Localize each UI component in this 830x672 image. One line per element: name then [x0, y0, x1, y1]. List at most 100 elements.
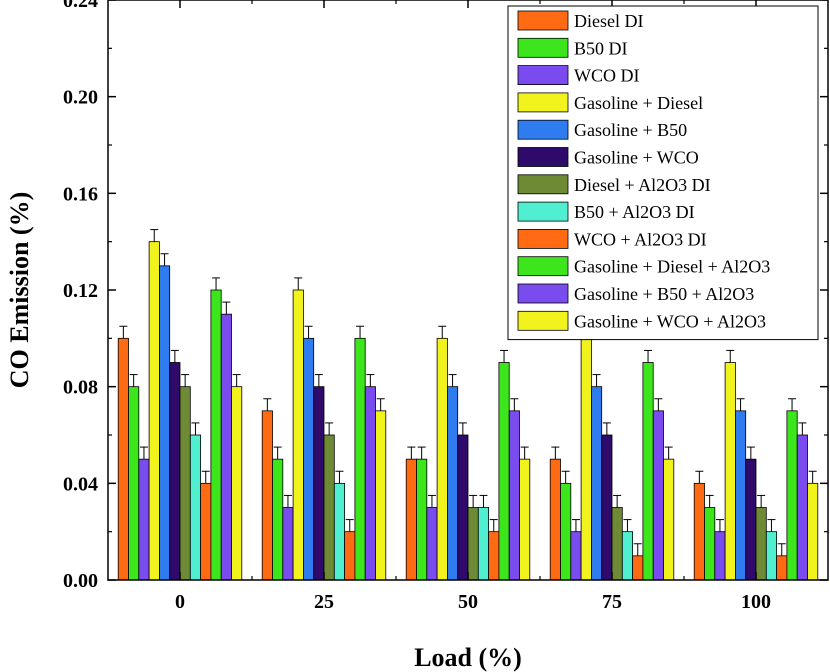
legend-swatch: [517, 37, 569, 58]
bar: [375, 410, 387, 581]
legend-label: Gasoline + WCO: [574, 148, 699, 168]
bar: [405, 458, 417, 581]
bar: [128, 386, 140, 581]
legend-label: WCO DI: [574, 66, 640, 86]
bar: [302, 337, 315, 581]
x-tick-label: 100: [741, 591, 771, 613]
bar: [189, 434, 202, 581]
legend-label: Gasoline + B50: [574, 120, 687, 140]
bar: [446, 386, 459, 581]
x-tick-label: 25: [314, 591, 334, 613]
bar: [704, 507, 716, 581]
legend: Diesel DI B50 DI WCO DI Gasoline + Diesel Ga…: [507, 5, 819, 341]
legend-swatch: [517, 10, 569, 31]
x-axis-title: Load (%): [414, 643, 522, 672]
bar: [272, 458, 284, 581]
y-axis: 0.00 0.04 0.08 0.12 0.16 0.20 0.24: [63, 0, 828, 592]
bar: [735, 410, 747, 581]
bar: [333, 482, 345, 581]
legend-swatch: [517, 92, 569, 113]
bar: [611, 507, 623, 581]
y-tick-label: 0.12: [63, 280, 98, 302]
bar: [519, 458, 531, 581]
bar: [663, 458, 675, 581]
x-tick-label: 0: [175, 591, 185, 613]
legend-swatch: [517, 119, 569, 140]
legend-swatch: [517, 174, 569, 195]
y-tick-label: 0.00: [63, 570, 98, 592]
bar: [642, 362, 654, 581]
legend-swatch: [517, 283, 569, 304]
bar: [765, 531, 777, 581]
y-tick-label: 0.08: [63, 377, 98, 399]
bar: [570, 531, 582, 581]
bar: [364, 386, 376, 581]
bar: [477, 507, 489, 581]
bar: [220, 313, 232, 581]
legend-label: WCO + Al2O3 DI: [574, 229, 707, 249]
bar: [714, 531, 726, 581]
error-bars-layer: [119, 229, 817, 556]
bar: [117, 337, 129, 581]
bar: [292, 289, 304, 581]
legend-label: Gasoline + Diesel: [574, 93, 703, 113]
bar: [148, 241, 160, 581]
legend-label: Gasoline + Diesel + Al2O3: [574, 257, 770, 277]
y-tick-label: 0.04: [63, 473, 98, 495]
bar: [467, 507, 479, 581]
legend-label: B50 DI: [574, 38, 628, 58]
legend-swatch: [517, 256, 569, 277]
x-tick-label: 50: [458, 591, 478, 613]
legend-swatch: [517, 228, 569, 249]
bar: [560, 482, 572, 581]
legend-label: Diesel + Al2O3 DI: [574, 175, 711, 195]
legend-swatch: [517, 147, 569, 167]
bar: [591, 386, 603, 581]
y-axis-title: CO Emission (%): [5, 192, 34, 388]
bar: [693, 482, 705, 581]
bar: [313, 386, 325, 581]
bar: [580, 337, 592, 581]
bar: [179, 386, 191, 581]
bar: [323, 434, 335, 581]
x-axis: 0 25 50 75 100: [175, 0, 771, 613]
legend-label: Diesel DI: [574, 11, 643, 31]
bar: [745, 458, 757, 581]
y-tick-label: 0.20: [63, 87, 98, 109]
bar: [426, 507, 438, 581]
bar: [282, 507, 294, 581]
bar: [138, 458, 150, 581]
y-tick-label: 0.16: [63, 183, 98, 205]
legend-label: Gasoline + B50 + Al2O3: [574, 284, 754, 304]
legend-swatch: [517, 310, 569, 331]
bar: [344, 531, 356, 581]
bar: [200, 482, 212, 581]
bars-layer: [117, 241, 819, 581]
bar: [601, 434, 613, 581]
bar: [354, 337, 366, 581]
bar: [436, 337, 448, 581]
legend-label: Gasoline + WCO + Al2O3: [574, 311, 766, 331]
bar: [776, 555, 788, 581]
bar: [231, 386, 243, 581]
y-tick-label: 0.24: [63, 0, 98, 12]
bar: [621, 531, 633, 581]
bar: [796, 434, 808, 581]
legend-label: B50 + Al2O3 DI: [574, 202, 695, 222]
bar: [158, 265, 171, 581]
bar: [261, 410, 273, 581]
bar: [807, 482, 819, 581]
bar: [549, 458, 561, 581]
x-tick-label: 75: [602, 591, 622, 613]
legend-swatch: [517, 65, 569, 85]
bar: [786, 410, 798, 581]
bar: [498, 362, 510, 581]
bar: [508, 410, 520, 581]
bar: [755, 507, 767, 581]
bar: [210, 289, 222, 581]
bar: [488, 531, 500, 581]
bar: [652, 410, 664, 581]
legend-swatch: [517, 201, 569, 222]
bar: [169, 362, 181, 581]
